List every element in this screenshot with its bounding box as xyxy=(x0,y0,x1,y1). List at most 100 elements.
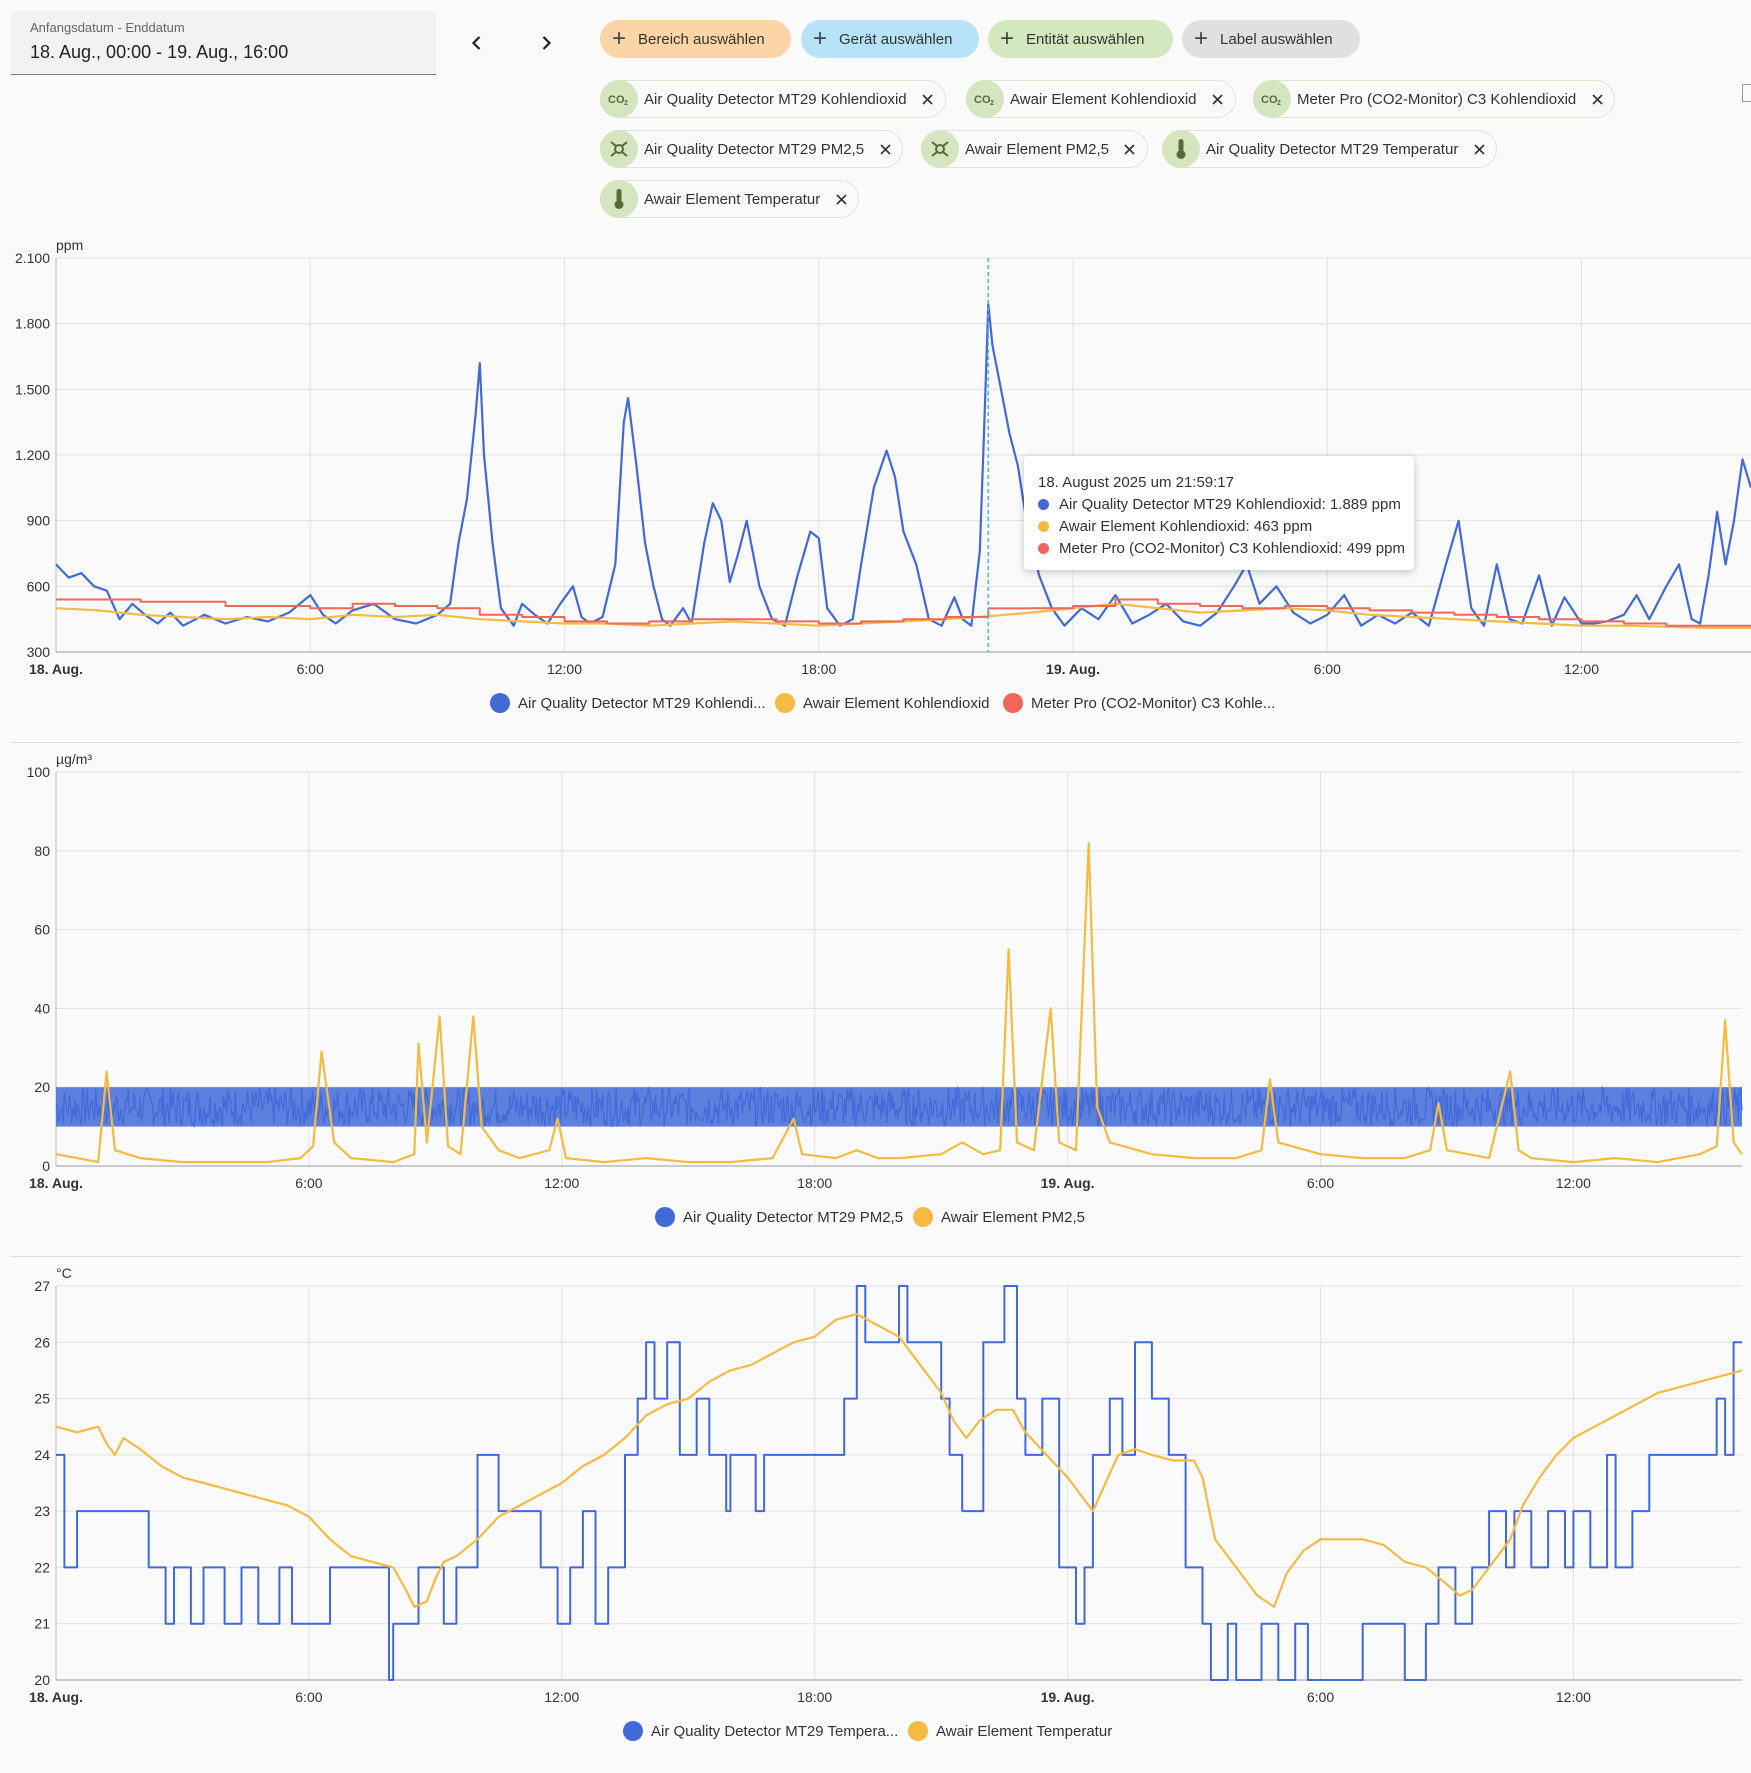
x-tick-label: 6:00 xyxy=(295,1175,322,1191)
plus-icon: + xyxy=(612,25,627,52)
thermometer-icon xyxy=(1162,130,1200,168)
overflow-edge-icon xyxy=(1742,84,1751,102)
x-tick-label: 18:00 xyxy=(801,661,836,677)
next-period-button[interactable] xyxy=(526,23,566,63)
tooltip-row: Meter Pro (CO2-Monitor) C3 Kohlendioxid:… xyxy=(1038,537,1405,559)
co2-chart: 2.100 1.800 1.500 1.200 900 600 300 18. Aug. 6:0… xyxy=(0,236,1751,736)
close-icon[interactable] xyxy=(1121,140,1139,158)
y-tick-label: 300 xyxy=(27,644,51,660)
close-icon[interactable] xyxy=(919,90,937,108)
close-icon[interactable] xyxy=(876,140,894,158)
x-tick-label: 6:00 xyxy=(1307,1175,1334,1191)
chevron-left-icon xyxy=(471,36,481,50)
entity-chip-label: Awair Element PM2,5 xyxy=(965,140,1109,158)
legend-label: Air Quality Detector MT29 Tempera... xyxy=(651,1723,898,1740)
x-tick-label: 18. Aug. xyxy=(29,1689,83,1705)
close-icon[interactable] xyxy=(1209,90,1227,108)
unit-label: µg/m³ xyxy=(56,751,92,767)
y-tick-label: 21 xyxy=(34,1616,50,1632)
series-line xyxy=(56,1285,1742,1681)
chart-svg: 100 80 60 40 20 018. Aug. 6:00 12:00 18:00 19. Au… xyxy=(27,751,1743,1227)
x-tick-label: 12:00 xyxy=(1556,1175,1591,1191)
x-tick-label: 6:00 xyxy=(297,661,324,677)
legend-label: Air Quality Detector MT29 PM2,5 xyxy=(683,1209,903,1226)
svg-text:2: 2 xyxy=(990,100,994,106)
x-tick-label: 19. Aug. xyxy=(1046,661,1100,677)
y-tick-label: 0 xyxy=(42,1158,50,1174)
y-tick-label: 1.200 xyxy=(15,447,50,463)
select-entity-label: Entität auswählen xyxy=(1026,30,1145,48)
entity-chip-label: Meter Pro (CO2-Monitor) C3 Kohlendioxid xyxy=(1297,90,1577,108)
tooltip-row: Air Quality Detector MT29 Kohlendioxid: … xyxy=(1038,493,1401,515)
chevron-right-icon xyxy=(542,36,552,50)
entity-chip-meterpro-co2: CO 2 Meter Pro (CO2-Monitor) C3 Kohlendio… xyxy=(1253,80,1616,118)
y-tick-label: 1.500 xyxy=(15,381,50,397)
series-line xyxy=(55,841,1743,1164)
legend-dot xyxy=(623,1721,643,1741)
x-tick-label: 18:00 xyxy=(797,1689,832,1705)
y-tick-label: 900 xyxy=(27,513,51,529)
select-label-button[interactable]: + Label auswählen xyxy=(1182,20,1360,58)
co2-icon: CO 2 xyxy=(1253,80,1291,118)
entity-chip-awair-temperature: Awair Element Temperatur xyxy=(600,180,860,218)
molecule-icon xyxy=(600,130,638,168)
select-device-button[interactable]: + Gerät auswählen xyxy=(801,20,979,58)
legend-label: Awair Element Temperatur xyxy=(936,1723,1112,1740)
y-tick-label: 20 xyxy=(34,1672,50,1688)
entity-chip-awair-co2: CO 2 Awair Element Kohlendioxid xyxy=(966,80,1236,118)
x-tick-label: 12:00 xyxy=(1556,1689,1591,1705)
y-tick-label: 80 xyxy=(34,843,50,859)
svg-text:CO: CO xyxy=(974,94,991,106)
series-dot xyxy=(1038,520,1049,532)
x-tick-label: 19. Aug. xyxy=(1041,1689,1095,1705)
date-range-label: Anfangsdatum - Enddatum xyxy=(30,20,185,35)
legend-dot xyxy=(1003,693,1023,713)
select-area-button[interactable]: + Bereich auswählen xyxy=(600,20,791,58)
series-dot xyxy=(1038,542,1049,554)
y-tick-label: 1.800 xyxy=(15,316,50,332)
pm25-chart: 100 80 60 40 20 0 18. Aug. 6:00 12:00 18:00 19. Au… xyxy=(0,750,1751,1250)
co2-icon: CO 2 xyxy=(600,80,638,118)
series-line xyxy=(55,1313,1743,1608)
y-tick-label: 25 xyxy=(34,1391,50,1407)
plus-icon: + xyxy=(1000,25,1015,52)
y-tick-label: 100 xyxy=(27,764,51,780)
close-icon[interactable] xyxy=(1470,140,1488,158)
close-icon[interactable] xyxy=(1588,90,1606,108)
select-area-label: Bereich auswählen xyxy=(638,30,765,48)
y-tick-label: 60 xyxy=(34,922,50,938)
svg-text:CO: CO xyxy=(608,94,625,106)
y-tick-label: 24 xyxy=(34,1447,50,1463)
legend-dot xyxy=(775,693,795,713)
select-entity-button[interactable]: + Entität auswählen xyxy=(988,20,1173,58)
entity-chip-label: Awair Element Temperatur xyxy=(644,190,821,208)
chart-divider xyxy=(11,1256,1741,1257)
x-tick-label: 18. Aug. xyxy=(29,1175,83,1191)
tooltip-title: 18. August 2025 um 21:59:17 xyxy=(1038,473,1234,491)
x-tick-label: 6:00 xyxy=(1307,1689,1334,1705)
entity-chip-label: Air Quality Detector MT29 PM2,5 xyxy=(644,140,865,158)
legend-label: Air Quality Detector MT29 Kohlendi... xyxy=(518,695,766,712)
previous-period-button[interactable] xyxy=(457,23,497,63)
svg-text:2: 2 xyxy=(1277,100,1281,106)
y-tick-label: 600 xyxy=(27,578,51,594)
entity-chip-mt29-temperature: Air Quality Detector MT29 Temperatur xyxy=(1162,130,1498,168)
y-tick-label: 2.100 xyxy=(15,250,50,266)
x-tick-label: 12:00 xyxy=(547,661,582,677)
date-range-picker[interactable]: Anfangsdatum - Enddatum 18. Aug., 00:00 … xyxy=(11,11,436,75)
close-icon[interactable] xyxy=(832,190,850,208)
entity-chip-mt29-pm25: Air Quality Detector MT29 PM2,5 xyxy=(600,130,904,168)
y-tick-label: 26 xyxy=(34,1334,50,1350)
x-tick-label: 6:00 xyxy=(295,1689,322,1705)
y-tick-label: 27 xyxy=(34,1278,50,1294)
y-tick-label: 40 xyxy=(34,1000,50,1016)
plus-icon: + xyxy=(813,25,828,52)
x-tick-label: 19. Aug. xyxy=(1041,1175,1095,1191)
svg-text:CO: CO xyxy=(1261,94,1278,106)
thermometer-icon xyxy=(600,180,638,218)
series-line xyxy=(55,303,1751,627)
y-tick-label: 22 xyxy=(34,1559,50,1575)
select-device-label: Gerät auswählen xyxy=(839,30,953,48)
legend-label: Awair Element Kohlendioxid xyxy=(803,695,990,712)
